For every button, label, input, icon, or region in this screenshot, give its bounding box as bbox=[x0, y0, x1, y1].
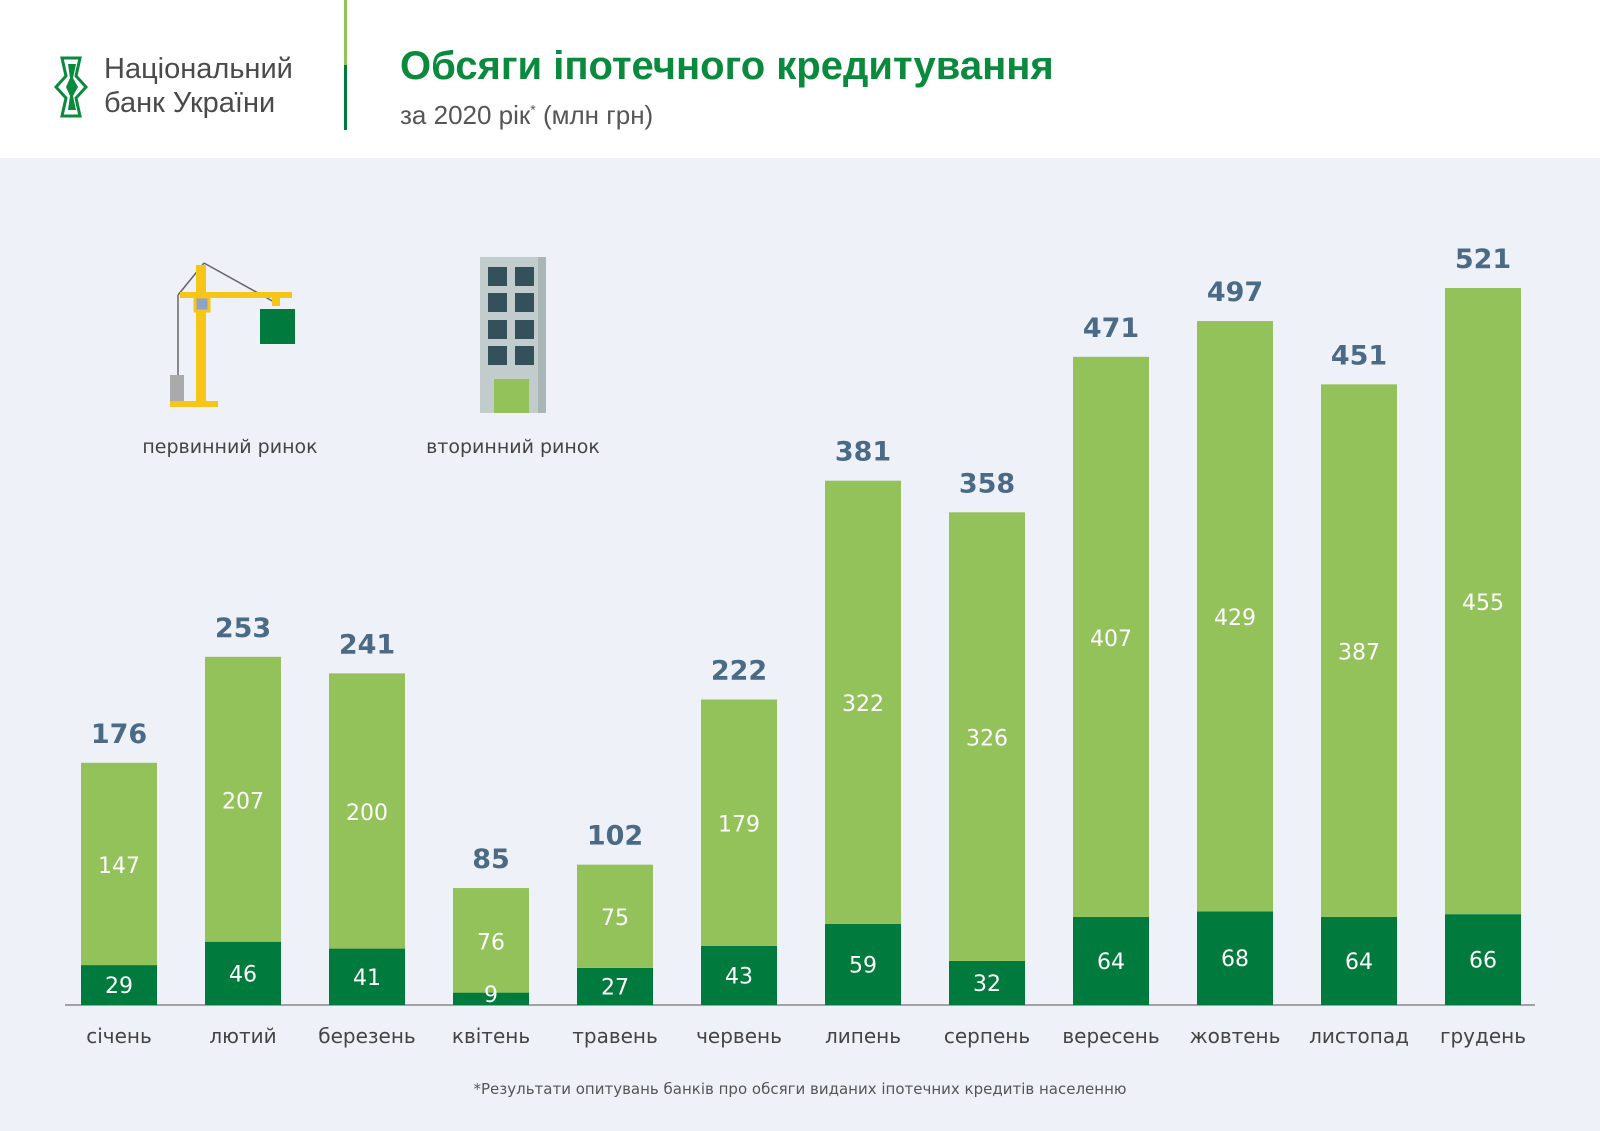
label-primary-8: 32 bbox=[973, 972, 1001, 997]
bar-secondary-4 bbox=[453, 888, 529, 993]
label-total-2: 253 bbox=[215, 613, 271, 644]
bar-primary-10 bbox=[1197, 911, 1273, 1005]
label-primary-3: 41 bbox=[353, 966, 381, 991]
bar-secondary-10 bbox=[1197, 321, 1273, 912]
chart-subtitle: за 2020 рік* (млн грн) bbox=[400, 100, 653, 131]
x-tick-label-6: червень bbox=[696, 1024, 782, 1048]
label-secondary-2: 207 bbox=[222, 789, 264, 814]
footnote: *Результати опитувань банків про обсяги … bbox=[473, 1080, 1127, 1098]
bar-secondary-12 bbox=[1445, 288, 1521, 915]
label-primary-6: 43 bbox=[725, 964, 753, 989]
label-secondary-12: 455 bbox=[1462, 591, 1504, 616]
label-secondary-9: 407 bbox=[1090, 627, 1132, 652]
label-primary-4: 9 bbox=[484, 983, 498, 1008]
label-primary-2: 46 bbox=[229, 962, 257, 987]
header: Національний банк України Обсяги іпотечн… bbox=[0, 0, 1600, 158]
x-tick-label-2: лютий bbox=[209, 1024, 276, 1048]
bar-secondary-11 bbox=[1321, 384, 1397, 917]
bar-primary-1 bbox=[81, 965, 157, 1005]
label-primary-12: 66 bbox=[1469, 949, 1497, 974]
label-total-4: 85 bbox=[472, 844, 510, 875]
x-tick-label-10: жовтень bbox=[1190, 1024, 1281, 1048]
label-secondary-5: 75 bbox=[601, 906, 629, 931]
label-total-11: 451 bbox=[1331, 340, 1387, 371]
crane-block bbox=[260, 309, 295, 344]
x-tick-label-7: липень bbox=[825, 1024, 901, 1048]
logo-text: Національний банк України bbox=[104, 52, 293, 120]
label-total-9: 471 bbox=[1083, 313, 1139, 344]
bar-primary-3 bbox=[329, 948, 405, 1005]
bar-secondary-7 bbox=[825, 480, 901, 924]
label-secondary-8: 326 bbox=[966, 727, 1008, 752]
label-total-10: 497 bbox=[1207, 277, 1263, 308]
bar-primary-6 bbox=[701, 945, 777, 1005]
x-tick-label-11: листопад bbox=[1309, 1024, 1409, 1048]
label-total-8: 358 bbox=[959, 468, 1015, 499]
label-secondary-6: 179 bbox=[718, 813, 760, 838]
bar-secondary-9 bbox=[1073, 356, 1149, 917]
logo-line1: Національний bbox=[104, 53, 293, 85]
bar-secondary-8 bbox=[949, 512, 1025, 961]
chart-title: Обсяги іпотечного кредитування bbox=[400, 44, 1054, 88]
x-tick-label-8: серпень bbox=[944, 1024, 1030, 1048]
bar-secondary-1 bbox=[81, 762, 157, 966]
label-primary-7: 59 bbox=[849, 953, 877, 978]
bar-primary-7 bbox=[825, 923, 901, 1005]
x-tick-label-9: вересень bbox=[1062, 1024, 1159, 1048]
bar-primary-11 bbox=[1321, 916, 1397, 1005]
bar-primary-5 bbox=[577, 967, 653, 1005]
label-primary-9: 64 bbox=[1097, 950, 1125, 975]
label-total-3: 241 bbox=[339, 629, 395, 660]
nbu-logo-icon bbox=[53, 56, 89, 118]
label-secondary-7: 322 bbox=[842, 692, 884, 717]
label-primary-11: 64 bbox=[1345, 950, 1373, 975]
header-divider bbox=[344, 0, 347, 130]
bar-primary-4 bbox=[453, 992, 529, 1005]
logo-line2: банк України bbox=[104, 87, 276, 119]
label-total-12: 521 bbox=[1455, 244, 1511, 275]
x-tick-label-5: травень bbox=[572, 1024, 658, 1048]
label-primary-10: 68 bbox=[1221, 947, 1249, 972]
label-primary-5: 27 bbox=[601, 975, 629, 1000]
x-tick-label-3: березень bbox=[318, 1024, 415, 1048]
label-secondary-1: 147 bbox=[98, 854, 140, 879]
crane-icon bbox=[170, 262, 295, 407]
label-total-7: 381 bbox=[835, 437, 891, 468]
label-primary-1: 29 bbox=[105, 974, 133, 999]
label-secondary-3: 200 bbox=[346, 801, 388, 826]
label-total-5: 102 bbox=[587, 821, 643, 852]
subtitle-mark: * bbox=[530, 101, 536, 118]
bar-primary-8 bbox=[949, 960, 1025, 1005]
bar-secondary-3 bbox=[329, 673, 405, 949]
legend-primary-label: первинний ринок bbox=[142, 436, 318, 458]
x-tick-label-1: січень bbox=[86, 1024, 152, 1048]
x-tick-label-12: грудень bbox=[1440, 1024, 1526, 1048]
bar-secondary-5 bbox=[577, 864, 653, 968]
subtitle-unit: (млн грн) bbox=[542, 100, 654, 130]
bar-primary-12 bbox=[1445, 914, 1521, 1005]
label-total-1: 176 bbox=[91, 719, 147, 750]
x-tick-label-4: квітень bbox=[452, 1024, 530, 1048]
bar-primary-9 bbox=[1073, 916, 1149, 1005]
bar-secondary-6 bbox=[701, 699, 777, 946]
bar-primary-2 bbox=[205, 941, 281, 1005]
label-total-6: 222 bbox=[711, 655, 767, 686]
label-secondary-11: 387 bbox=[1338, 641, 1380, 666]
label-secondary-4: 76 bbox=[477, 930, 505, 955]
bar-secondary-2 bbox=[205, 656, 281, 942]
label-secondary-10: 429 bbox=[1214, 606, 1256, 631]
building-icon bbox=[480, 257, 546, 413]
legend-secondary-label: вторинний ринок bbox=[426, 436, 600, 458]
subtitle-text: за 2020 рік bbox=[400, 100, 531, 130]
